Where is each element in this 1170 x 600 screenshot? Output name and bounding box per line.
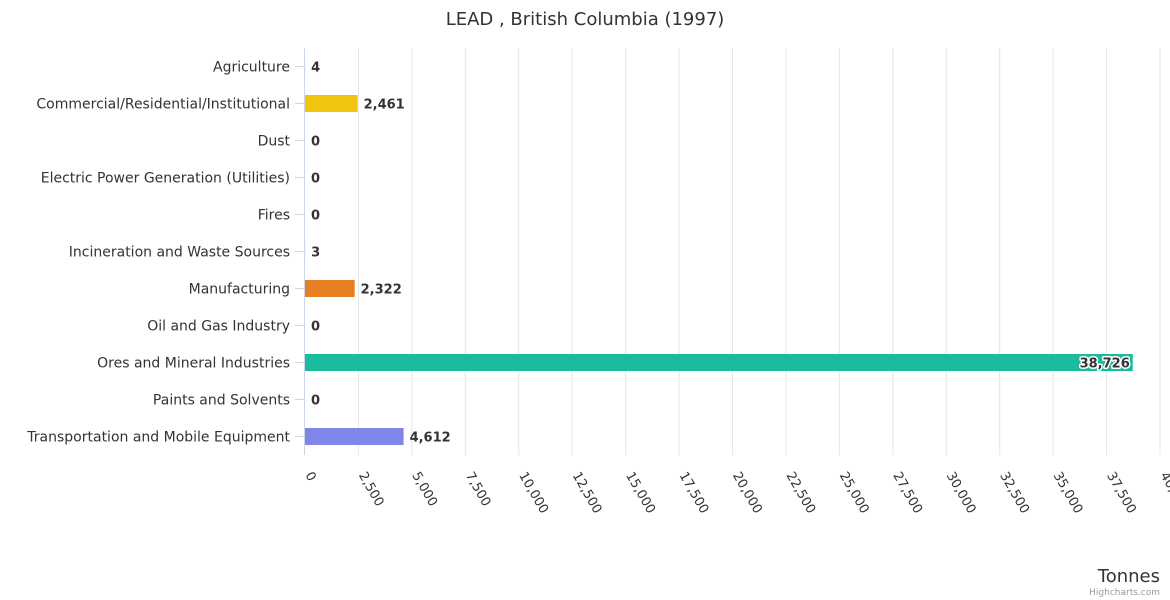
- data-label: 4: [311, 61, 320, 76]
- category-label: Agriculture: [213, 60, 290, 76]
- bar[interactable]: [305, 280, 355, 297]
- category-label: Paints and Solvents: [153, 393, 290, 409]
- data-label: 38,726: [1080, 357, 1130, 372]
- data-label: 0: [311, 172, 320, 187]
- grid-lines: [295, 48, 1161, 455]
- bar[interactable]: [305, 95, 358, 112]
- data-label: 2,461: [364, 98, 405, 113]
- bar[interactable]: [305, 354, 1133, 371]
- data-label: 0: [311, 320, 320, 335]
- data-label: 0: [311, 394, 320, 409]
- category-label: Ores and Mineral Industries: [97, 356, 290, 372]
- category-label: Electric Power Generation (Utilities): [41, 171, 290, 187]
- chart-title: LEAD , British Columbia (1997): [446, 9, 725, 30]
- category-label: Transportation and Mobile Equipment: [26, 430, 290, 446]
- credits-link[interactable]: Highcharts.com: [1089, 588, 1160, 598]
- data-label: 0: [311, 135, 320, 150]
- bar[interactable]: [305, 428, 404, 445]
- category-label: Manufacturing: [189, 282, 290, 298]
- bars: [305, 58, 1133, 445]
- category-label: Dust: [258, 134, 291, 150]
- category-label: Oil and Gas Industry: [147, 319, 290, 335]
- category-labels: Agriculture Commercial/Residential/Instit…: [26, 60, 290, 446]
- value-labels: 4 2,461 0 0 0 3 2,322 0 38,726 0 4,612: [311, 61, 1131, 446]
- x-axis-title: Tonnes: [1097, 566, 1160, 587]
- data-label: 3: [311, 246, 320, 261]
- category-label: Fires: [258, 208, 290, 224]
- data-label: 2,322: [361, 283, 402, 298]
- data-label: 4,612: [410, 431, 451, 446]
- category-label: Incineration and Waste Sources: [69, 245, 290, 261]
- data-label: 0: [311, 209, 320, 224]
- category-label: Commercial/Residential/Institutional: [36, 97, 290, 113]
